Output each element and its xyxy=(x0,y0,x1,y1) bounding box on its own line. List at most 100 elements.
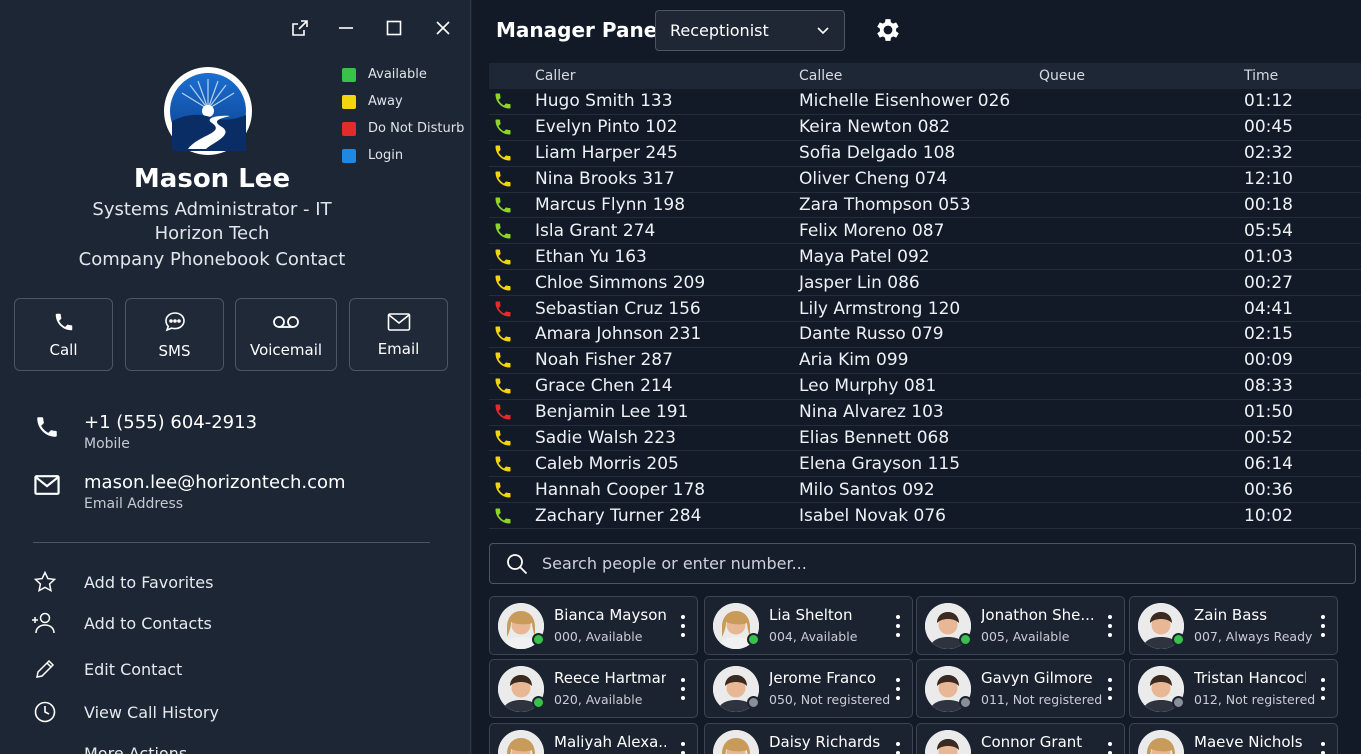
phone-status-icon xyxy=(489,454,535,474)
more-options-icon[interactable] xyxy=(679,678,687,700)
person-status: 000, Available xyxy=(554,629,643,644)
legend-label: Login xyxy=(368,148,404,163)
legend-swatch-away xyxy=(342,94,356,109)
phone-status-icon xyxy=(489,247,535,267)
callee-cell: Milo Santos 092 xyxy=(799,479,935,500)
email-info[interactable]: mason.lee@horizontech.com Email Address xyxy=(32,472,346,512)
time-cell: 02:15 xyxy=(1244,324,1293,345)
more-options-icon[interactable] xyxy=(894,615,902,637)
time-cell: 00:09 xyxy=(1244,350,1293,371)
table-row[interactable]: Noah Fisher 287 Aria Kim 099 00:09 xyxy=(489,348,1361,374)
sms-button[interactable]: SMS xyxy=(125,298,224,371)
email-address[interactable]: mason.lee@horizontech.com xyxy=(84,472,346,493)
view-call-history-item[interactable]: View Call History xyxy=(32,700,219,724)
envelope-icon xyxy=(32,472,62,512)
search-input[interactable] xyxy=(542,554,1322,573)
column-header-callee[interactable]: Callee xyxy=(799,68,843,84)
company-logo xyxy=(164,67,252,155)
table-row[interactable]: Caleb Morris 205 Elena Grayson 115 06:14 xyxy=(489,451,1361,478)
more-options-icon[interactable] xyxy=(1319,678,1327,700)
more-options-icon[interactable] xyxy=(894,678,902,700)
table-row[interactable]: Sebastian Cruz 156 Lily Armstrong 120 04:4… xyxy=(489,296,1361,323)
table-row[interactable]: Liam Harper 245 Sofia Delgado 108 02:32 xyxy=(489,141,1361,167)
table-row[interactable]: Amara Johnson 231 Dante Russo 079 02:15 xyxy=(489,322,1361,348)
add-to-contacts-item[interactable]: Add to Contacts xyxy=(32,611,212,635)
phone-status-icon xyxy=(489,376,535,396)
more-options-icon[interactable] xyxy=(894,742,902,754)
people-search[interactable] xyxy=(489,543,1356,584)
caller-cell: Grace Chen 214 xyxy=(535,376,673,397)
table-row[interactable]: Evelyn Pinto 102 Keira Newton 082 00:45 xyxy=(489,115,1361,141)
person-card[interactable]: Maliyah Alexa... xyxy=(489,723,698,754)
person-card[interactable]: Daisy Richards xyxy=(704,723,913,754)
table-row[interactable]: Hugo Smith 133 Michelle Eisenhower 026 01:… xyxy=(489,89,1361,115)
avatar xyxy=(713,666,759,712)
role-select[interactable]: Receptionist xyxy=(655,10,845,51)
phone-status-icon xyxy=(489,324,535,344)
person-card[interactable]: Jerome Franco 050, Not registered xyxy=(704,659,913,718)
callee-cell: Lily Armstrong 120 xyxy=(799,298,961,319)
more-options-icon[interactable] xyxy=(1319,742,1327,754)
manager-panel: Manager Panel Receptionist Caller Callee… xyxy=(472,0,1361,754)
person-card[interactable]: Tristan Hancock 012, Not registered xyxy=(1129,659,1338,718)
more-options-icon[interactable] xyxy=(679,615,687,637)
clock-icon xyxy=(32,700,58,724)
more-options-icon[interactable] xyxy=(1106,678,1114,700)
menu-label: Add to Contacts xyxy=(84,613,212,633)
open-external-icon[interactable] xyxy=(286,14,314,42)
column-header-caller[interactable]: Caller xyxy=(535,68,576,84)
more-options-icon[interactable] xyxy=(1106,615,1114,637)
table-row[interactable]: Benjamin Lee 191 Nina Alvarez 103 01:50 xyxy=(489,400,1361,426)
close-icon[interactable] xyxy=(429,14,457,42)
phone-status-icon xyxy=(489,117,535,137)
add-person-icon xyxy=(32,611,58,635)
person-card[interactable]: Bianca Mayson 000, Available xyxy=(489,596,698,655)
voicemail-button[interactable]: Voicemail xyxy=(235,298,337,371)
person-card[interactable]: Connor Grant xyxy=(916,723,1125,754)
table-row[interactable]: Grace Chen 214 Leo Murphy 081 08:33 xyxy=(489,374,1361,400)
table-row[interactable]: Isla Grant 274 Felix Moreno 087 05:54 xyxy=(489,218,1361,245)
table-row[interactable]: Ethan Yu 163 Maya Patel 092 01:03 xyxy=(489,244,1361,271)
person-card[interactable]: Reece Hartman 020, Available xyxy=(489,659,698,718)
person-name: Tristan Hancock xyxy=(1194,669,1306,687)
call-button[interactable]: Call xyxy=(14,298,113,371)
table-row[interactable]: Chloe Simmons 209 Jasper Lin 086 00:27 xyxy=(489,270,1361,297)
legend-item: Available xyxy=(342,61,464,88)
time-cell: 00:52 xyxy=(1244,428,1293,449)
presence-dot xyxy=(747,633,760,646)
gear-icon[interactable] xyxy=(873,15,903,45)
contact-company: Horizon Tech xyxy=(154,223,270,244)
phone-number[interactable]: +1 (555) 604-2913 xyxy=(84,412,258,433)
person-name: Gavyn Gilmore xyxy=(981,669,1093,687)
time-cell: 00:27 xyxy=(1244,272,1293,293)
phone-status-icon xyxy=(489,402,535,422)
table-row[interactable]: Nina Brooks 317 Oliver Cheng 074 12:10 xyxy=(489,167,1361,193)
table-row[interactable]: Zachary Turner 284 Isabel Novak 076 10:02 xyxy=(489,503,1361,530)
person-card[interactable]: Gavyn Gilmore 011, Not registered xyxy=(916,659,1125,718)
edit-contact-item[interactable]: Edit Contact xyxy=(32,657,182,681)
callee-cell: Felix Moreno 087 xyxy=(799,220,945,241)
minimize-icon[interactable] xyxy=(332,14,360,42)
more-options-icon[interactable] xyxy=(1106,742,1114,754)
person-card[interactable]: Lia Shelton 004, Available xyxy=(704,596,913,655)
person-card[interactable]: Jonathon She... 005, Available xyxy=(916,596,1125,655)
presence-legend: Available Away Do Not Disturb Login xyxy=(342,61,464,169)
phone-info[interactable]: +1 (555) 604-2913 Mobile xyxy=(32,412,257,452)
add-to-favorites-item[interactable]: Add to Favorites xyxy=(32,570,213,594)
avatar xyxy=(925,730,971,754)
column-header-time[interactable]: Time xyxy=(1244,68,1279,84)
table-row[interactable]: Marcus Flynn 198 Zara Thompson 053 00:18 xyxy=(489,193,1361,219)
table-row[interactable]: Hannah Cooper 178 Milo Santos 092 00:36 xyxy=(489,477,1361,504)
callee-cell: Elena Grayson 115 xyxy=(799,453,961,474)
more-actions-item[interactable]: More Actions xyxy=(32,744,187,754)
column-header-queue[interactable]: Queue xyxy=(1039,68,1085,84)
person-card[interactable]: Zain Bass 007, Always Ready xyxy=(1129,596,1338,655)
more-options-icon[interactable] xyxy=(679,742,687,754)
email-button[interactable]: Email xyxy=(349,298,448,371)
time-cell: 04:41 xyxy=(1244,298,1293,319)
maximize-icon[interactable] xyxy=(380,14,408,42)
person-card[interactable]: Maeve Nichols xyxy=(1129,723,1338,754)
more-options-icon[interactable] xyxy=(1319,615,1327,637)
callee-cell: Maya Patel 092 xyxy=(799,246,930,267)
table-row[interactable]: Sadie Walsh 223 Elias Bennett 068 00:52 xyxy=(489,426,1361,452)
